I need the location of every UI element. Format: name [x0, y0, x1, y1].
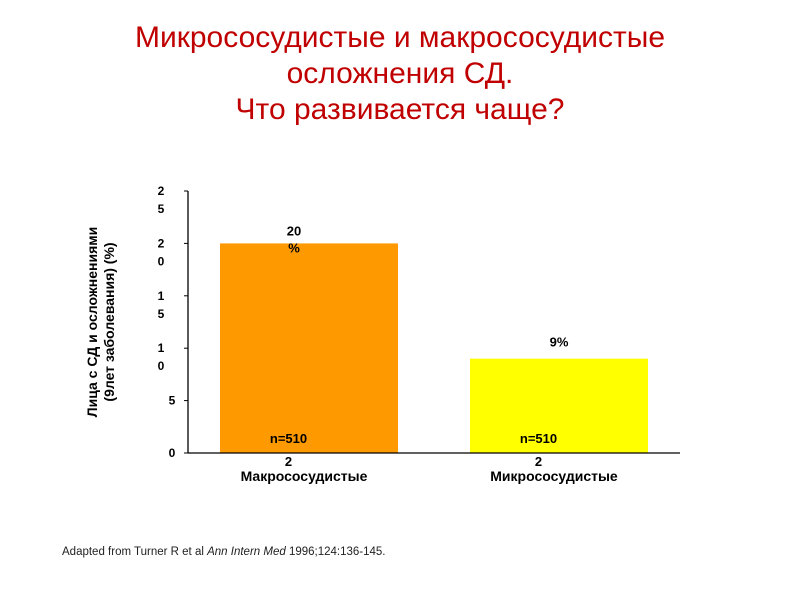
y-tick-label-digit: 5	[158, 202, 165, 216]
category-label: Макрососудистые	[241, 468, 368, 484]
slide-title: Микрососудистые и макрососудистые осложн…	[0, 20, 800, 128]
source-journal: Ann Intern Med	[207, 546, 286, 558]
bar-1	[220, 243, 398, 453]
n-label-macro: n=5102	[269, 431, 308, 469]
title-line-1: Микрососудистые и макрососудистые	[134, 21, 666, 54]
y-axis-label: (9лет заболевания) (%)	[101, 242, 117, 401]
y-tick-label: 0	[169, 446, 176, 460]
bar-2	[470, 358, 648, 453]
n-label-micro: n=5102	[519, 431, 558, 469]
y-tick-label-digit: 2	[158, 236, 165, 250]
source-prefix: Adapted from Turner R et al	[62, 546, 208, 558]
y-axis-label: Лица с СД и осложнениями	[84, 227, 100, 417]
source-suffix: 1996;124:136-145.	[285, 546, 386, 558]
title-line-2: осложнения СД.	[286, 57, 514, 90]
data-label: %	[288, 240, 300, 255]
y-tick-label-digit: 1	[158, 341, 165, 355]
data-label: 9%	[550, 335, 569, 350]
y-tick-label-digit: 2	[158, 184, 165, 198]
y-tick-label: 5	[169, 394, 176, 408]
title-line-3: Что развивается чаще?	[235, 93, 565, 126]
y-tick-label-digit: 0	[158, 254, 165, 268]
source-citation: Adapted from Turner R et al Ann Intern M…	[62, 546, 386, 558]
category-label: Микрососудистые	[490, 468, 618, 484]
y-tick-label-digit: 5	[158, 307, 165, 321]
data-label: 20	[287, 223, 301, 238]
y-tick-label-digit: 1	[158, 289, 165, 303]
y-tick-label-digit: 0	[158, 359, 165, 373]
